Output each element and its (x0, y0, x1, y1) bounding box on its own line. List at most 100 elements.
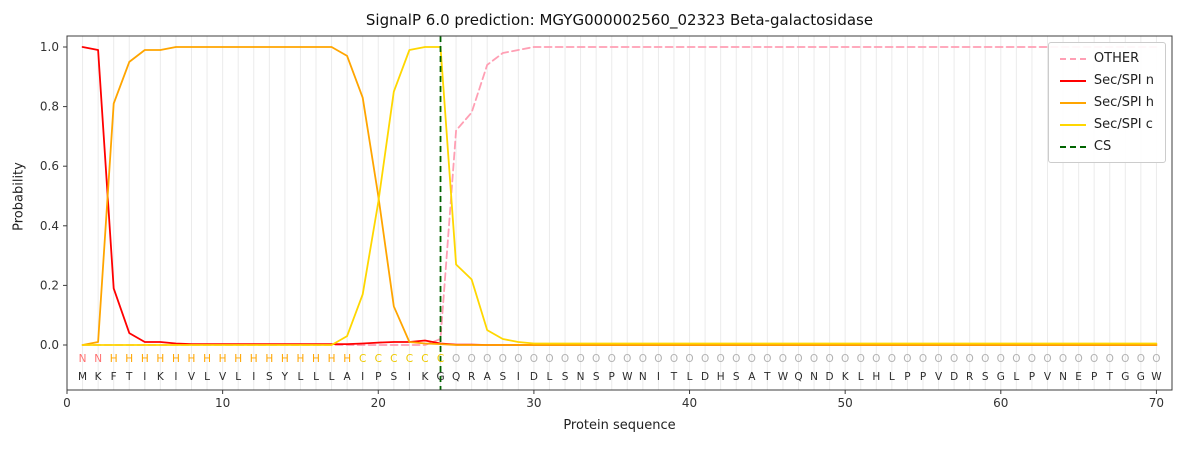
region-label: O (950, 353, 958, 365)
sequence-letter: P (1091, 371, 1097, 383)
series-sec-spi-h (81, 46, 1158, 346)
x-tick-label: 50 (838, 396, 853, 410)
region-label: C (421, 353, 428, 365)
region-label: O (1090, 353, 1098, 365)
region-label: O (748, 353, 756, 365)
sequence-letter: Q (452, 371, 460, 383)
series-other (81, 46, 1158, 346)
sequence-letter: D (826, 371, 834, 383)
y-tick-label: 0.0 (40, 338, 59, 352)
region-label: O (545, 353, 553, 365)
region-label: H (328, 353, 336, 365)
sequence-letter: N (577, 371, 585, 383)
region-label: O (670, 353, 678, 365)
region-label: H (281, 353, 289, 365)
sequence-letter: L (547, 371, 553, 383)
sequence-letter: I (252, 371, 255, 383)
sequence-letter: I (361, 371, 364, 383)
region-label: C (359, 353, 366, 365)
region-label: O (530, 353, 538, 365)
region-label: H (125, 353, 133, 365)
y-tick-label: 0.4 (40, 219, 59, 233)
sequence-letter: Q (794, 371, 802, 383)
y-axis-ticks: 0.0 0.2 0.4 0.6 0.8 1.0 (40, 40, 67, 352)
sequence-letter: V (188, 371, 196, 383)
region-label: O (654, 353, 662, 365)
series-sec-spi-c (81, 46, 1158, 346)
sequence-letter: L (235, 371, 241, 383)
region-label: O (1137, 353, 1145, 365)
sequence-letter: F (111, 371, 117, 383)
legend-item-cs: CS (1059, 139, 1154, 154)
sequence-letter: D (530, 371, 538, 383)
x-tick-label: 30 (526, 396, 541, 410)
region-label: H (172, 353, 180, 365)
sequence-letter: R (468, 371, 475, 383)
plot-border (66, 35, 1173, 391)
y-tick-label: 0.6 (40, 159, 59, 173)
region-label: O (1012, 353, 1020, 365)
region-label: C (375, 353, 382, 365)
region-label: O (919, 353, 927, 365)
region-label: H (110, 353, 118, 365)
region-label: O (1043, 353, 1051, 365)
sequence-letter: I (408, 371, 411, 383)
sequence-letter: L (889, 371, 895, 383)
sequence-letter: A (484, 371, 492, 383)
sequence-letter: A (344, 371, 352, 383)
y-tick-label: 1.0 (40, 40, 59, 54)
region-label: O (717, 353, 725, 365)
region-label: O (1059, 353, 1067, 365)
region-label: O (903, 353, 911, 365)
legend-label: CS (1093, 139, 1112, 154)
sequence-letter: P (375, 371, 381, 383)
sequence-letter: V (1044, 371, 1052, 383)
legend-item-sec-spi-c: Sec/SPI c (1059, 117, 1154, 132)
region-label: H (156, 353, 164, 365)
region-label: O (592, 353, 600, 365)
sequence-letter: I (657, 371, 660, 383)
y-tick-label: 0.2 (40, 278, 59, 292)
legend-line-sample (1059, 79, 1086, 82)
region-label: O (872, 353, 880, 365)
region-label: O (794, 353, 802, 365)
sequence-letter: D (950, 371, 958, 383)
sequence-letter: A (748, 371, 756, 383)
sequence-letter: T (670, 371, 678, 383)
sequence-letter: W (1151, 371, 1162, 383)
region-label: O (1106, 353, 1114, 365)
region-label: H (188, 353, 196, 365)
sequence-letter: P (609, 371, 615, 383)
region-label: O (779, 353, 787, 365)
sequence-letter: K (95, 371, 103, 383)
region-label: O (966, 353, 974, 365)
region-label: C (406, 353, 413, 365)
x-tick-label: 60 (993, 396, 1008, 410)
sequence-letter: K (157, 371, 165, 383)
region-label: O (825, 353, 833, 365)
sequence-letter: S (733, 371, 740, 383)
sequence-letter: T (125, 371, 133, 383)
y-tick-label: 0.8 (40, 100, 59, 114)
sequence-letter: L (298, 371, 304, 383)
region-label: O (981, 353, 989, 365)
sequence-letter: N (639, 371, 647, 383)
region-label: H (141, 353, 149, 365)
sequence-letter: Y (281, 371, 289, 383)
region-label: H (219, 353, 227, 365)
region-label: H (296, 353, 304, 365)
region-label: O (857, 353, 865, 365)
region-label: O (732, 353, 740, 365)
sequence-letter: L (313, 371, 319, 383)
region-label: O (576, 353, 584, 365)
legend-line-sample (1059, 101, 1086, 104)
sequence-letter: P (920, 371, 926, 383)
legend-label: Sec/SPI h (1093, 95, 1154, 110)
legend-item-sec-spi-n: Sec/SPI n (1059, 73, 1154, 88)
legend-item-sec-spi-h: Sec/SPI h (1059, 95, 1154, 110)
region-label: O (997, 353, 1005, 365)
sequence-letter: L (687, 371, 693, 383)
